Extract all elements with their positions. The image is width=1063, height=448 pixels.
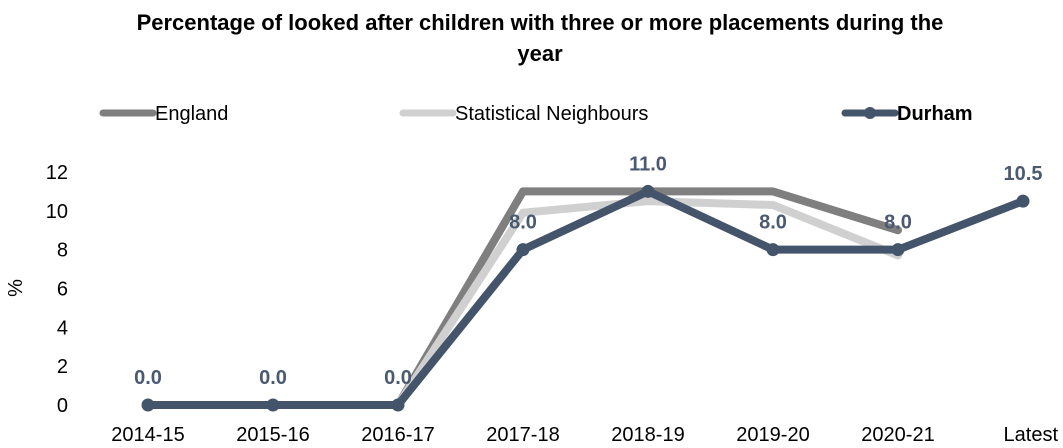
data-label: 8.0 <box>509 212 537 234</box>
data-point <box>1016 194 1030 208</box>
data-labels: 0.0 0.0 0.0 8.0 11.0 8.0 8.0 10.5 <box>134 153 1042 389</box>
data-point <box>891 243 905 257</box>
legend-marker <box>864 107 876 119</box>
x-tick-label: 2016-17 <box>361 424 434 446</box>
chart-title-line-2: year <box>517 41 563 66</box>
y-tick-label: 12 <box>46 162 68 184</box>
x-tick-label: 2014-15 <box>111 424 184 446</box>
chart-title-line-1: Percentage of looked after children with… <box>137 10 944 35</box>
y-tick-label: 10 <box>46 201 68 223</box>
data-label: 0.0 <box>384 367 412 389</box>
legend-label: Durham <box>897 103 973 125</box>
x-tick-label: 2018-19 <box>611 424 684 446</box>
data-point <box>766 243 780 257</box>
y-tick-label: 4 <box>57 317 68 339</box>
data-label: 0.0 <box>134 367 162 389</box>
series-line <box>394 197 902 409</box>
data-label: 8.0 <box>884 212 912 234</box>
data-label: 11.0 <box>629 153 667 175</box>
data-point <box>391 398 405 412</box>
x-tick-label: 2019-20 <box>736 424 809 446</box>
x-axis-ticks: 2014-15 2015-16 2016-17 2017-18 2018-19 2019-… <box>111 424 1058 446</box>
data-label: 10.5 <box>1004 163 1043 185</box>
data-label: 0.0 <box>259 367 287 389</box>
legend-label: England <box>155 103 228 125</box>
data-point <box>266 398 280 412</box>
y-tick-label: 8 <box>57 240 68 262</box>
x-tick-label: 2017-18 <box>486 424 559 446</box>
data-point <box>641 184 655 198</box>
x-tick-label: Latest <box>1004 424 1059 446</box>
legend-label: Statistical Neighbours <box>455 103 648 125</box>
data-point <box>516 243 530 257</box>
y-axis-ticks: 0 2 4 6 8 10 12 <box>46 162 68 417</box>
y-tick-label: 2 <box>57 356 68 378</box>
series-line <box>144 187 1027 409</box>
y-tick-label: 6 <box>57 279 68 301</box>
data-label: 8.0 <box>759 212 787 234</box>
legend: England Statistical Neighbours Durham <box>99 103 973 125</box>
x-tick-label: 2020-21 <box>861 424 934 446</box>
y-axis-label: % <box>5 279 27 297</box>
y-tick-label: 0 <box>57 395 68 417</box>
series-group <box>141 184 1030 412</box>
data-point <box>141 398 155 412</box>
x-tick-label: 2015-16 <box>236 424 309 446</box>
